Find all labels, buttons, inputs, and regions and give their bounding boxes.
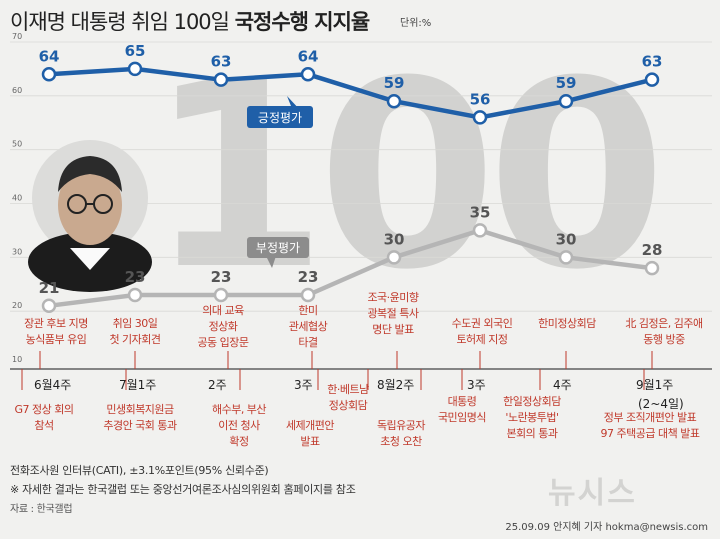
event-label: G7 정상 회의 참석: [14, 403, 75, 432]
week-label: 8월2주: [377, 378, 415, 392]
legend-positive-label: 긍정평가: [258, 111, 302, 125]
event-label: 한·베트남 정상회담: [327, 383, 369, 412]
y-tick-label: 40: [12, 194, 22, 203]
legend-negative-label: 부정평가: [256, 241, 300, 255]
data-label: 63: [211, 53, 232, 71]
title-bold: 국정수행 지지율: [234, 10, 371, 34]
data-point: [386, 93, 402, 109]
event-label: 정부 조직개편안 발표 97 주택공급 대책 발표: [600, 411, 700, 440]
week-label: (2~4일): [638, 397, 684, 411]
y-tick-label: 70: [12, 32, 22, 41]
y-axis-ticks: 70 60 50 40 30 20 10: [12, 32, 22, 364]
data-point: [558, 93, 574, 109]
background-100-text: 100: [148, 26, 657, 326]
event-label: 한미정상회담: [538, 317, 596, 330]
data-label: 59: [384, 74, 405, 92]
data-label: 63: [642, 53, 663, 71]
event-label: 세제개편안 발표: [285, 419, 335, 448]
week-label: 6월4주: [34, 378, 72, 392]
data-point: [127, 61, 143, 77]
series-line-positive: [48, 66, 653, 120]
y-tick-label: 60: [12, 86, 22, 95]
y-tick-label: 20: [12, 301, 22, 310]
data-point: [300, 67, 316, 82]
y-tick-label: 50: [12, 140, 22, 149]
data-label: 21: [39, 279, 60, 297]
event-label: 수도권 외국인 토허제 지정: [451, 317, 513, 346]
event-label: 北 김정은, 김주애 동행 방중: [625, 317, 703, 346]
survey-method: 전화조사원 인터뷰(CATI), ±3.1%포인트(95% 신뢰수준): [10, 464, 269, 477]
event-label: 해수부, 부산 이전 청사 확정: [211, 403, 267, 448]
legend-negative: 부정평가: [247, 237, 309, 268]
data-point: [41, 67, 57, 82]
data-label: 30: [384, 230, 405, 248]
event-label: 취임 30일 첫 기자회견: [109, 317, 161, 346]
newsis-logo: 뉴시스: [548, 476, 637, 511]
event-label: 한일정상회담 '노란봉투법' 본회의 통과: [503, 395, 561, 440]
source-label: 자료 : 한국갤럽: [10, 504, 73, 515]
data-point: [300, 287, 316, 303]
series-lines: [48, 66, 653, 309]
y-tick-label: 10: [12, 355, 22, 364]
data-label: 56: [470, 90, 491, 108]
data-label: 30: [556, 230, 577, 248]
data-point: [213, 287, 229, 303]
event-tick-lines: [21, 351, 653, 390]
series-points: [41, 61, 660, 314]
event-label: 장관 후보 지명 농식품부 유임: [24, 317, 88, 346]
week-label: 9월1주: [636, 378, 674, 392]
event-label: 조국·윤미향 광복절 특사 명단 발표: [367, 291, 419, 336]
data-point: [472, 110, 488, 125]
data-point: [558, 250, 574, 265]
data-label: 64: [39, 47, 60, 65]
event-label: 민생회복지원금 추경안 국회 통과: [103, 403, 177, 432]
week-label: 3주: [467, 378, 486, 392]
data-label: 59: [556, 74, 577, 92]
legend-positive: 긍정평가: [247, 96, 313, 128]
title-prefix: 이재명 대통령 취임 100일: [10, 10, 230, 34]
data-point: [41, 298, 57, 314]
week-label: 3주: [294, 378, 313, 392]
data-point: [472, 223, 488, 238]
week-label: 4주: [553, 378, 572, 392]
data-label: 23: [298, 268, 319, 286]
data-label: 23: [211, 268, 232, 286]
data-point: [386, 250, 402, 265]
series-line-negative: [48, 228, 653, 309]
data-label: 23: [125, 268, 146, 286]
y-tick-label: 30: [12, 247, 22, 256]
data-point: [644, 72, 660, 87]
event-label: 독립유공자 초청 오찬: [376, 419, 426, 448]
credit-line: 25.09.09 안지혜 기자 hokma@newsis.com: [505, 522, 708, 533]
week-label: 7월1주: [119, 378, 157, 392]
data-label: 65: [125, 42, 146, 60]
data-label: 35: [470, 203, 491, 221]
president-portrait: [28, 140, 152, 292]
survey-note: ※ 자세한 결과는 한국갤럽 또는 중앙선거여론조사심의위원회 홈페이지를 참조: [10, 483, 356, 496]
series-value-labels: 64 65 63 64 59 56 59 63 21 23 23 23 30 35 30 28: [39, 42, 663, 297]
event-label: 의대 교육 정상화 공동 입장문: [197, 304, 249, 349]
week-label: 2주: [208, 378, 227, 392]
chart-title: 이재명 대통령 취임 100일 국정수행 지지율: [10, 6, 371, 36]
unit-label: 단위:%: [400, 18, 432, 29]
data-label: 64: [298, 47, 319, 65]
event-label: 대통령 국민임명식: [437, 395, 487, 424]
event-label: 한미 관세협상 타결: [288, 304, 328, 349]
data-point: [127, 287, 143, 303]
data-point: [644, 260, 660, 276]
data-label: 28: [642, 241, 663, 259]
data-point: [213, 72, 229, 87]
